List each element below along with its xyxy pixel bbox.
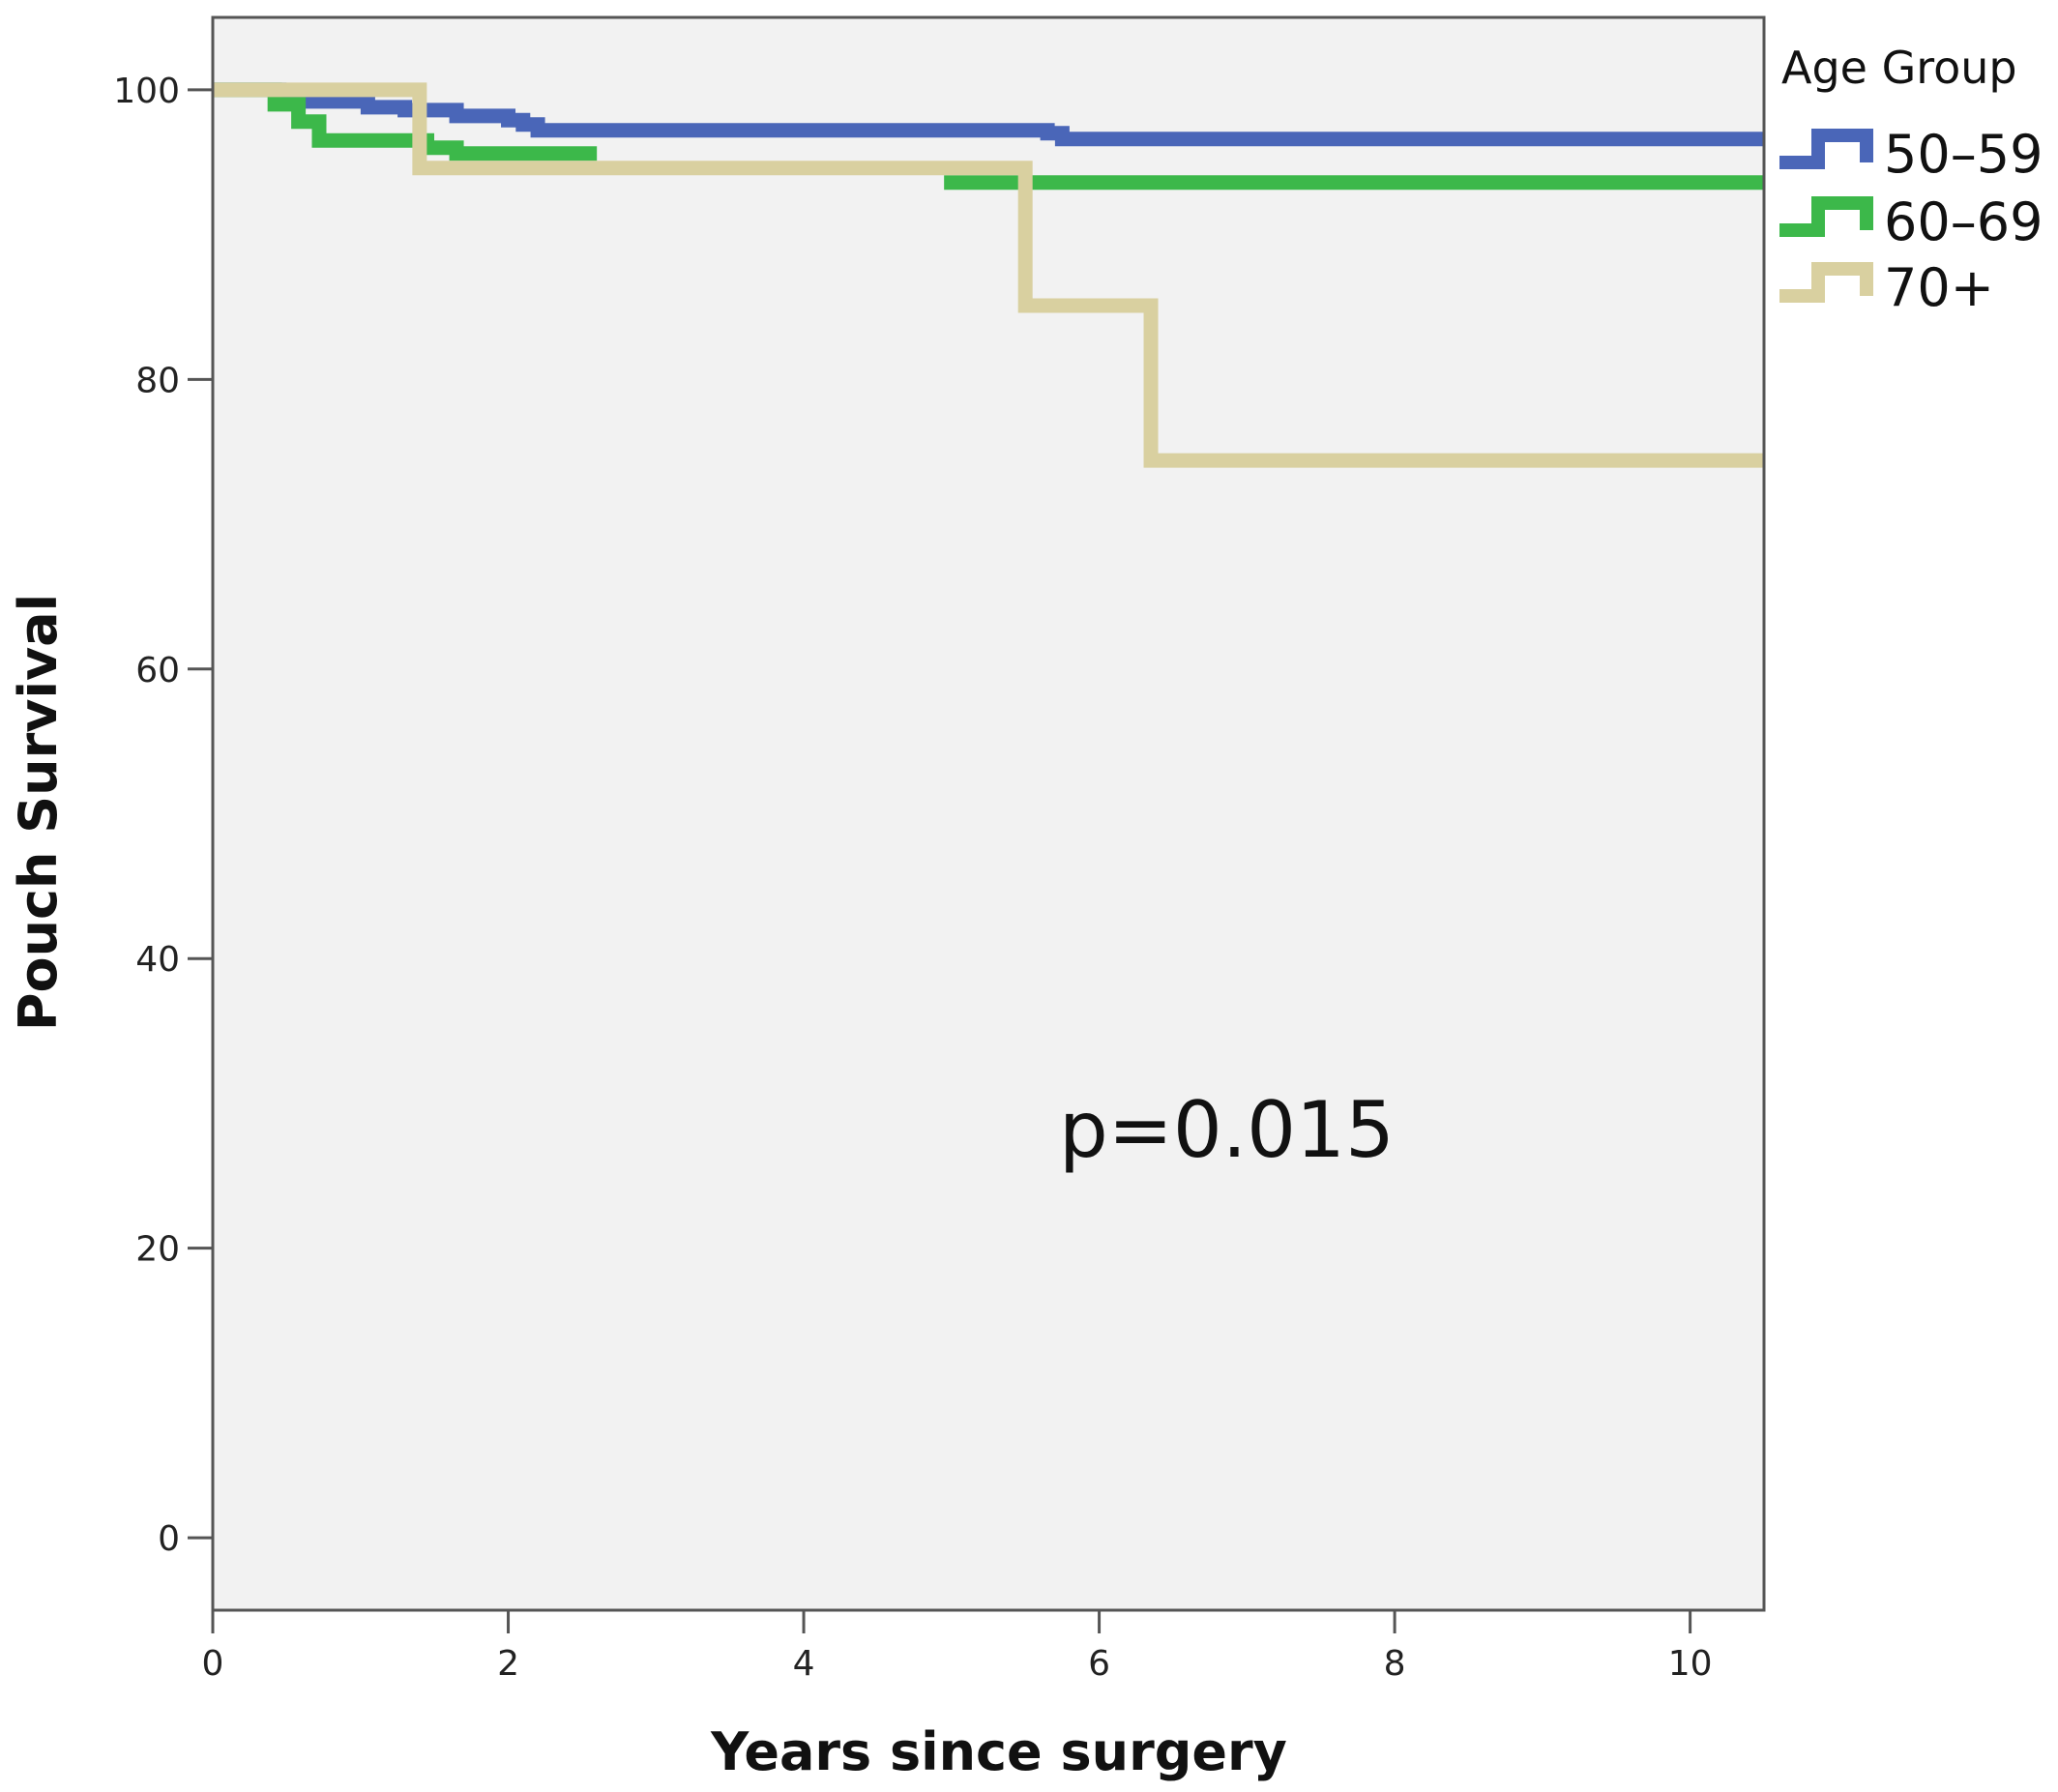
y-axis-title: Pouch Survival [8, 594, 69, 1031]
p-value-annotation: p=0.015 [1059, 1085, 1395, 1175]
x-tick-label: 8 [1384, 1644, 1406, 1684]
x-tick-label: 0 [202, 1644, 224, 1684]
legend-swatch-3 [1779, 262, 1873, 303]
y-tick-label: 40 [135, 940, 180, 980]
legend-swatch-1 [1779, 129, 1873, 169]
series-layer [213, 82, 1764, 468]
y-axis: 0 20 40 60 80 100 [113, 72, 213, 1559]
y-tick-label: 0 [158, 1519, 180, 1559]
legend-title: Age Group [1781, 42, 2017, 94]
plot-background [213, 17, 1764, 1610]
x-axis-title: Years since surgery [710, 1721, 1287, 1782]
y-tick-label: 80 [135, 361, 180, 400]
x-tick-label: 6 [1088, 1644, 1110, 1684]
legend-label-3: 70+ [1884, 257, 1994, 318]
series-line-2 [213, 82, 1764, 191]
series-line-3 [213, 82, 1764, 468]
x-tick-label: 4 [793, 1644, 815, 1684]
plot-frame [211, 15, 1766, 1612]
legend-label-2: 60–69 [1884, 191, 2043, 252]
legend-swatch-2 [1779, 196, 1873, 237]
x-tick-label: 10 [1668, 1644, 1713, 1684]
x-axis: 0 2 4 6 8 10 [202, 1610, 1713, 1684]
x-tick-label: 2 [497, 1644, 519, 1684]
legend-label-1: 50–59 [1884, 124, 2043, 185]
y-tick-label: 100 [113, 72, 180, 111]
y-tick-label: 60 [135, 651, 180, 690]
y-tick-label: 20 [135, 1230, 180, 1270]
